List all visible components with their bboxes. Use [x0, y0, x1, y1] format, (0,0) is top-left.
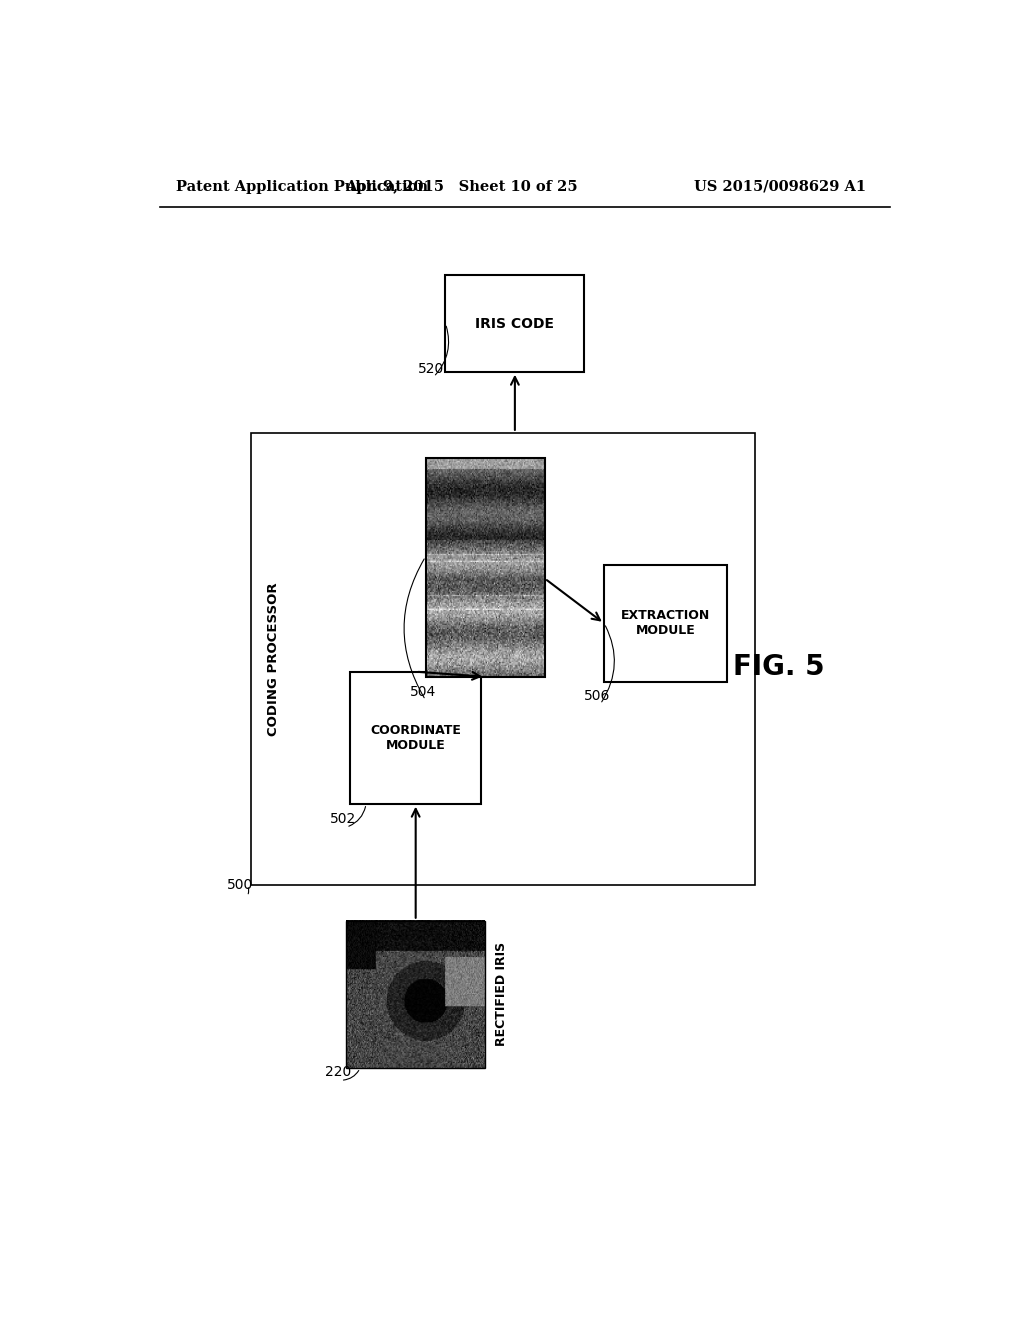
- Text: IRIS CODE: IRIS CODE: [475, 317, 554, 330]
- Text: Apr. 9, 2015 Sheet 10 of 25: Apr. 9, 2015 Sheet 10 of 25: [345, 180, 578, 194]
- Text: CODING PROCESSOR: CODING PROCESSOR: [266, 582, 280, 735]
- Text: 504: 504: [410, 685, 436, 698]
- FancyBboxPatch shape: [604, 565, 727, 682]
- FancyBboxPatch shape: [445, 276, 585, 372]
- Text: Patent Application Publication: Patent Application Publication: [176, 180, 428, 194]
- FancyBboxPatch shape: [251, 433, 755, 886]
- Text: US 2015/0098629 A1: US 2015/0098629 A1: [694, 180, 866, 194]
- Text: 502: 502: [331, 812, 356, 826]
- Text: 220: 220: [325, 1065, 351, 1078]
- Text: 506: 506: [585, 689, 610, 704]
- Text: 520: 520: [418, 362, 444, 376]
- Text: FIG. 5: FIG. 5: [733, 652, 824, 681]
- Text: 500: 500: [227, 878, 254, 892]
- Text: EXTRACTION
MODULE: EXTRACTION MODULE: [621, 610, 711, 638]
- FancyBboxPatch shape: [350, 672, 481, 804]
- Text: COORDINATE
MODULE: COORDINATE MODULE: [371, 723, 461, 752]
- Text: RECTIFIED IRIS: RECTIFIED IRIS: [495, 942, 508, 1047]
